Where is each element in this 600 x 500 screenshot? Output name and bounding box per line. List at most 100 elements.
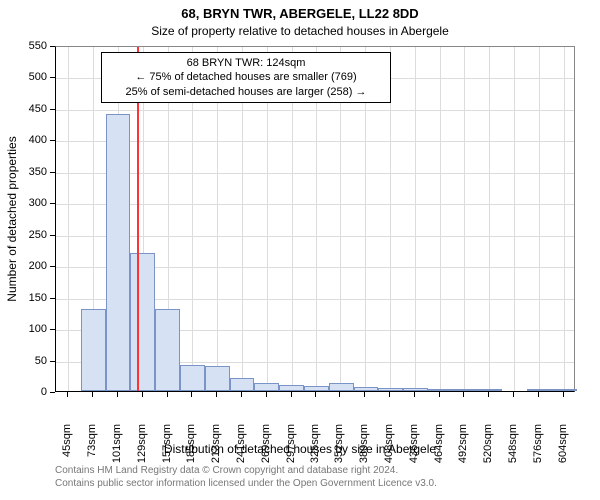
x-tick-label: 576sqm [532, 424, 544, 464]
y-gridline [56, 141, 574, 142]
attribution: Contains HM Land Registry data © Crown c… [55, 464, 437, 490]
y-tick [50, 77, 55, 78]
x-tick [439, 392, 440, 397]
x-tick-label: 185sqm [185, 424, 197, 464]
x-tick-label: 73sqm [86, 424, 98, 464]
x-tick [216, 392, 217, 397]
x-tick-label: 464sqm [433, 424, 445, 464]
x-gridline [564, 47, 565, 391]
y-gridline [56, 110, 574, 111]
histogram-bar [106, 114, 131, 391]
histogram-bar [329, 383, 354, 391]
histogram-bar [81, 309, 106, 391]
x-tick-label: 269sqm [260, 424, 272, 464]
y-tick [50, 46, 55, 47]
y-tick-label: 400 [0, 134, 47, 146]
histogram-bar [155, 309, 180, 391]
x-tick-label: 241sqm [235, 424, 247, 464]
histogram-bar [205, 366, 230, 391]
x-tick [315, 392, 316, 397]
x-gridline [68, 47, 69, 391]
x-gridline [464, 47, 465, 391]
x-gridline [440, 47, 441, 391]
y-tick-label: 0 [0, 386, 47, 398]
y-tick [50, 298, 55, 299]
y-tick [50, 140, 55, 141]
x-tick [563, 392, 564, 397]
chart-title: 68, BRYN TWR, ABERGELE, LL22 8DD [0, 6, 600, 21]
chart-root: { "header": { "title": "68, BRYN TWR, AB… [0, 0, 600, 500]
histogram-bar [254, 383, 279, 391]
histogram-bar [428, 389, 453, 391]
x-tick-label: 548sqm [507, 424, 519, 464]
x-tick [364, 392, 365, 397]
y-tick [50, 329, 55, 330]
histogram-bar [230, 378, 255, 391]
y-tick-label: 550 [0, 40, 47, 52]
x-tick [117, 392, 118, 397]
histogram-bar [279, 385, 304, 391]
x-gridline [489, 47, 490, 391]
histogram-bar [130, 253, 155, 391]
y-tick-label: 250 [0, 229, 47, 241]
x-tick [67, 392, 68, 397]
x-tick-label: 352sqm [333, 424, 345, 464]
y-gridline [56, 173, 574, 174]
x-tick [241, 392, 242, 397]
y-tick-label: 100 [0, 323, 47, 335]
y-tick [50, 392, 55, 393]
x-tick-label: 129sqm [136, 424, 148, 464]
histogram-bar [378, 388, 403, 391]
y-tick-label: 450 [0, 103, 47, 115]
y-tick [50, 235, 55, 236]
y-tick [50, 266, 55, 267]
histogram-bar [453, 389, 478, 391]
attribution-line-2: Contains public sector information licen… [55, 477, 437, 490]
x-tick [414, 392, 415, 397]
histogram-bar [180, 365, 205, 391]
y-tick-label: 50 [0, 355, 47, 367]
x-tick [167, 392, 168, 397]
histogram-bar [354, 387, 379, 391]
x-gridline [514, 47, 515, 391]
x-tick-label: 408sqm [383, 424, 395, 464]
y-gridline [56, 236, 574, 237]
x-tick [92, 392, 93, 397]
x-tick-label: 520sqm [482, 424, 494, 464]
x-gridline [415, 47, 416, 391]
x-tick [488, 392, 489, 397]
x-tick-label: 157sqm [161, 424, 173, 464]
histogram-bar [304, 386, 329, 391]
x-tick [513, 392, 514, 397]
x-tick [266, 392, 267, 397]
x-tick-label: 297sqm [285, 424, 297, 464]
y-tick-label: 300 [0, 197, 47, 209]
y-tick [50, 172, 55, 173]
attribution-line-1: Contains HM Land Registry data © Crown c… [55, 464, 437, 477]
x-tick-label: 213sqm [210, 424, 222, 464]
x-tick-label: 45sqm [61, 424, 73, 464]
histogram-bar [527, 389, 552, 391]
x-tick [339, 392, 340, 397]
annotation-line-2: ← 75% of detached houses are smaller (76… [108, 70, 384, 84]
histogram-bar [403, 388, 428, 391]
y-tick [50, 203, 55, 204]
property-annotation: 68 BRYN TWR: 124sqm← 75% of detached hou… [101, 52, 391, 103]
chart-subtitle: Size of property relative to detached ho… [0, 24, 600, 38]
y-tick [50, 109, 55, 110]
annotation-line-3: 25% of semi-detached houses are larger (… [108, 85, 384, 99]
x-tick-label: 380sqm [358, 424, 370, 464]
y-tick-label: 350 [0, 166, 47, 178]
x-tick [538, 392, 539, 397]
x-tick-label: 492sqm [457, 424, 469, 464]
y-tick-label: 500 [0, 71, 47, 83]
x-tick-label: 436sqm [408, 424, 420, 464]
x-tick [389, 392, 390, 397]
histogram-bar [478, 389, 503, 391]
y-tick [50, 361, 55, 362]
x-tick [191, 392, 192, 397]
annotation-line-1: 68 BRYN TWR: 124sqm [108, 56, 384, 70]
x-gridline [539, 47, 540, 391]
y-tick-label: 200 [0, 260, 47, 272]
y-axis-label: Number of detached properties [5, 136, 19, 301]
